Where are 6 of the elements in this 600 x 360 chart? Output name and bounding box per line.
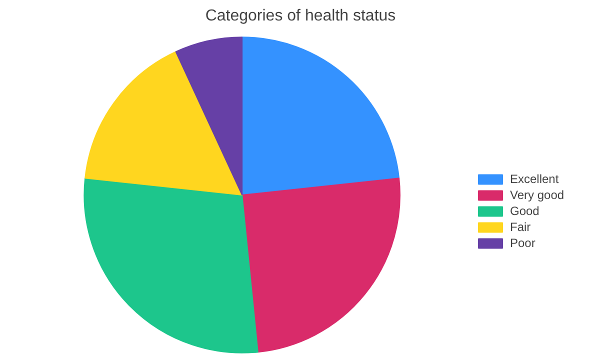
legend-label: Fair bbox=[510, 220, 531, 234]
legend-label: Poor bbox=[510, 236, 536, 250]
legend-label: Very good bbox=[510, 188, 564, 202]
chart-title: Categories of health status bbox=[205, 8, 396, 24]
legend-label: Excellent bbox=[510, 172, 559, 186]
legend-label: Good bbox=[510, 204, 540, 218]
